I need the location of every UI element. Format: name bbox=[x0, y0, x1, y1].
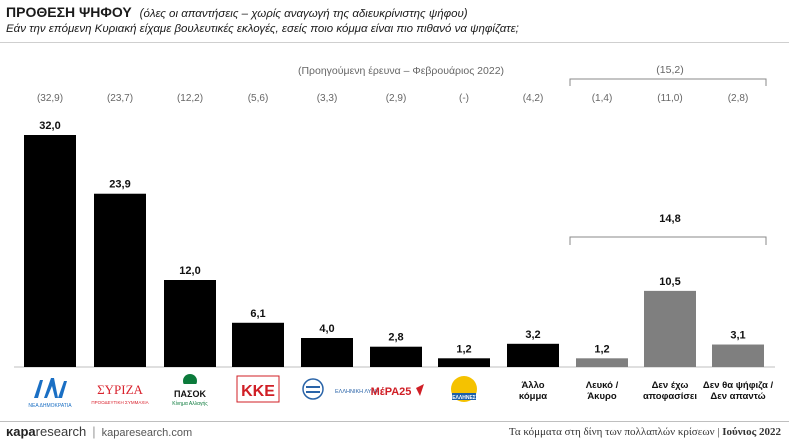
ellines-logo-mark: ΕΛΛΗΝΕΣ bbox=[452, 395, 476, 401]
nd-logo-caption: ΝΕΑ ΔΗΜΟΚΡΑΤΙΑ bbox=[28, 403, 72, 409]
nd-logo-stroke-3 bbox=[58, 381, 67, 398]
previous-label-3: (5,6) bbox=[248, 93, 269, 104]
title-subtitle: (όλες οι απαντήσεις – χωρίς αναγωγή της … bbox=[139, 8, 468, 20]
footer-separator: | bbox=[717, 426, 720, 438]
brand-separator: | bbox=[92, 424, 96, 439]
category-label-7: Άλλο κόμμα bbox=[519, 380, 547, 402]
pasok-logo-caption: Κίνημα Αλλαγής bbox=[172, 400, 208, 407]
bar-2 bbox=[164, 280, 216, 367]
group-bracket bbox=[569, 236, 767, 245]
previous-label-7: (4,2) bbox=[523, 93, 544, 104]
category-label-line: Δεν θα ψήφιζα / bbox=[703, 380, 774, 391]
previous-label-0: (32,9) bbox=[37, 93, 63, 104]
nd-logo-stroke-2 bbox=[44, 378, 58, 398]
value-label-9: 10,5 bbox=[659, 276, 680, 288]
elliniki-lysi-logo-stripe-1 bbox=[306, 386, 320, 388]
mera25-logo-arrow bbox=[416, 384, 424, 396]
bar-9 bbox=[644, 290, 696, 367]
bar-6 bbox=[438, 358, 490, 367]
footer-divider bbox=[0, 421, 789, 422]
previous-label-1: (23,7) bbox=[107, 93, 133, 104]
previous-label-6: (-) bbox=[459, 93, 469, 104]
elliniki-lysi-logo-ring bbox=[302, 378, 324, 400]
previous-label-4: (3,3) bbox=[317, 93, 338, 104]
brand-url: kaparesearch.com bbox=[101, 427, 193, 439]
kke-logo-frame bbox=[236, 375, 280, 403]
elliniki-lysi-logo: ΕΛΛΗΝΙΚΗ ΛΥΣΗ bbox=[302, 378, 379, 400]
brand-name: κapa bbox=[6, 424, 36, 439]
footer-caption-text: Τα κόμματα στη δίνη των πολλαπλών κρίσεω… bbox=[508, 426, 715, 438]
previous-label-8: (1,4) bbox=[592, 93, 613, 104]
brand-logo: κaparesearch | kaparesearch.com bbox=[6, 424, 192, 439]
nd-logo-stroke-1 bbox=[34, 380, 43, 398]
value-label-3: 6,1 bbox=[250, 308, 265, 320]
syriza-logo-caption: ΠΡΟΟΔΕΥΤΙΚΗ ΣΥΜΜΑΧΙΑ bbox=[91, 400, 148, 405]
elliniki-lysi-logo-stripe-2 bbox=[306, 391, 320, 393]
pasok-logo-mark: ΠΑΣΟΚ bbox=[174, 389, 206, 399]
value-label-4: 4,0 bbox=[319, 323, 334, 335]
category-label-line: αποφασίσει bbox=[643, 391, 697, 402]
mera25-logo: ΜέΡΑ25 bbox=[371, 384, 424, 398]
previous-label-9: (11,0) bbox=[657, 93, 682, 104]
previous-label-5: (2,9) bbox=[386, 93, 407, 104]
pasok-logo-horizon bbox=[180, 384, 200, 388]
category-label-line: Άλλο bbox=[521, 380, 544, 391]
category-label-line: Δεν έχω bbox=[652, 380, 689, 391]
bar-10 bbox=[712, 344, 764, 367]
category-label-10: Δεν θα ψήφιζα / Δεν απαντώ bbox=[703, 380, 774, 402]
value-label-8: 1,2 bbox=[594, 343, 609, 355]
ellines-logo-banner bbox=[452, 393, 476, 400]
syriza-logo-mark: ΣΥΡΙΖΑ bbox=[97, 382, 143, 397]
nd-logo: ΝΕΑ ΔΗΜΟΚΡΑΤΙΑ bbox=[28, 378, 72, 409]
group-previous-total: (15,2) bbox=[656, 64, 683, 76]
category-label-line: Δεν απαντώ bbox=[710, 391, 765, 402]
previous-label-2: (12,2) bbox=[177, 93, 203, 104]
kke-logo-mark: ΚΚΕ bbox=[241, 383, 275, 400]
bar-0 bbox=[24, 135, 76, 367]
mera25-logo-mark: ΜέΡΑ25 bbox=[371, 386, 412, 398]
value-label-6: 1,2 bbox=[456, 343, 471, 355]
value-label-1: 23,9 bbox=[109, 179, 130, 191]
value-label-5: 2,8 bbox=[388, 332, 403, 344]
footer-caption: Τα κόμματα στη δίνη των πολλαπλών κρίσεω… bbox=[509, 426, 781, 438]
previous-survey-caption: (Προηγούμενη έρευνα – Φεβρουάριος 2022) bbox=[298, 65, 504, 77]
vote-intention-chart: (Προηγούμενη έρευνα – Φεβρουάριος 2022) (… bbox=[14, 64, 775, 409]
value-label-0: 32,0 bbox=[39, 120, 60, 132]
previous-label-10: (2,8) bbox=[728, 93, 749, 104]
bar-5 bbox=[370, 346, 422, 367]
header-divider bbox=[0, 42, 789, 43]
bar-4 bbox=[301, 338, 353, 367]
bar-1 bbox=[94, 193, 146, 367]
brand-tail: research bbox=[35, 424, 87, 439]
value-label-7: 3,2 bbox=[525, 329, 540, 341]
syriza-logo: ΣΥΡΙΖΑ ΠΡΟΟΔΕΥΤΙΚΗ ΣΥΜΜΑΧΙΑ bbox=[91, 382, 148, 405]
value-label-2: 12,0 bbox=[179, 265, 200, 277]
category-label-line: Λευκό / bbox=[586, 380, 619, 391]
category-label-8: Λευκό / Άκυρο bbox=[586, 380, 619, 402]
bar-3 bbox=[232, 322, 284, 367]
title-text: ΠΡΟΘΕΣΗ ΨΗΦΟΥ bbox=[6, 4, 132, 20]
group-previous-bracket bbox=[569, 78, 767, 86]
value-label-10: 3,1 bbox=[730, 330, 745, 342]
group-total: 14,8 bbox=[659, 213, 680, 225]
survey-question: Εάν την επόμενη Κυριακή είχαμε βουλευτικ… bbox=[6, 23, 519, 35]
category-label-9: Δεν έχω αποφασίσει bbox=[643, 380, 697, 402]
bar-8 bbox=[576, 358, 628, 367]
category-label-line: Άκυρο bbox=[587, 391, 617, 402]
footer-month: Ιούνιος 2022 bbox=[722, 426, 781, 438]
chart-title: ΠΡΟΘΕΣΗ ΨΗΦΟΥ (όλες οι απαντήσεις – χωρί… bbox=[6, 4, 468, 20]
elliniki-lysi-logo-mark: ΕΛΛΗΝΙΚΗ ΛΥΣΗ bbox=[335, 389, 379, 395]
bar-7 bbox=[507, 343, 559, 367]
ellines-logo: ΕΛΛΗΝΕΣ bbox=[451, 376, 477, 402]
category-label-line: κόμμα bbox=[519, 391, 547, 402]
kke-logo: ΚΚΕ bbox=[236, 375, 280, 403]
